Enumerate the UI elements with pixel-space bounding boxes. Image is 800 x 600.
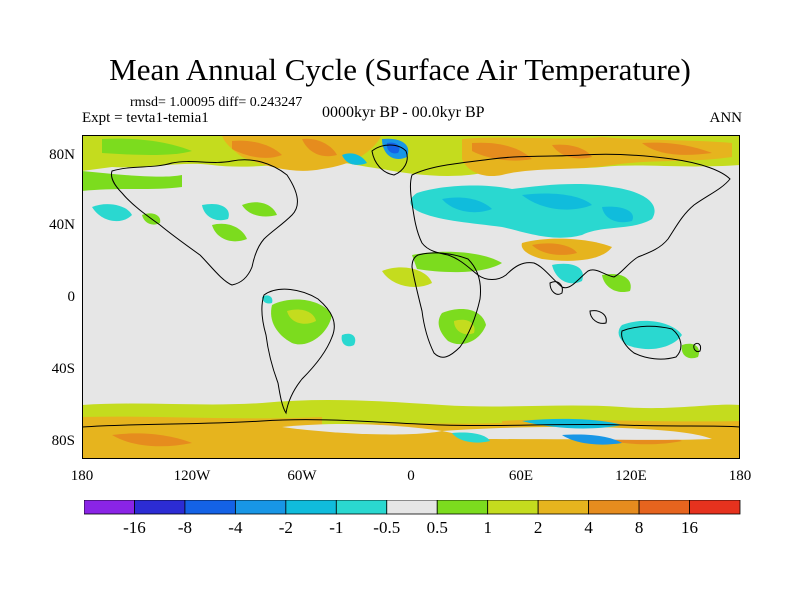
- tropical-patches: [262, 267, 700, 359]
- colorbar-swatch: [386, 500, 438, 515]
- lat-tick-label: 40N: [49, 217, 75, 233]
- colorbar-swatch: [487, 500, 539, 515]
- lon-tick-label: 180: [728, 468, 752, 484]
- colorbar-tick-label: 8: [634, 518, 644, 537]
- colorbar-swatch: [689, 500, 741, 515]
- lon-tick-label: 60E: [508, 468, 534, 484]
- colorbar-swatch: [184, 500, 236, 515]
- lon-tick-label: 120W: [173, 468, 211, 484]
- colorbar-tick-label: -4: [228, 518, 243, 537]
- diff-label: diff=: [218, 95, 247, 110]
- antarctic-warm-band: [82, 399, 740, 459]
- eurasia-cool-pool: [410, 183, 655, 293]
- colorbar-tick-label: -0.5: [373, 518, 401, 537]
- colorbar-tick-label: -2: [278, 518, 293, 537]
- colorbar-tick-label: 16: [681, 518, 699, 537]
- temperature-difference-map: [82, 135, 740, 459]
- rmsd-value: 1.00095: [169, 95, 215, 110]
- statistics-line: rmsd= 1.00095 diff= 0.243247: [130, 95, 302, 111]
- colorbar-swatch: [335, 500, 388, 515]
- lat-tick-label: 40S: [51, 361, 75, 377]
- north-america-patches: [92, 203, 247, 242]
- coastlines: [82, 144, 740, 428]
- map-frame: [82, 135, 740, 459]
- diff-value: 0.243247: [249, 95, 303, 110]
- colorbar-tick-label: 0.5: [426, 518, 448, 537]
- colorbar-swatch: [436, 500, 489, 515]
- colorbar-tick-label: 4: [584, 518, 593, 537]
- colorbar-tick-label: 2: [533, 518, 543, 537]
- colorbar-swatch: [638, 500, 690, 515]
- colorbar-tick-label: 1: [483, 518, 492, 537]
- lon-tick-label: 120E: [615, 468, 647, 484]
- colorbar-swatch: [234, 500, 287, 515]
- lon-tick-label: 60W: [287, 468, 317, 484]
- colorbar-swatch: [588, 500, 640, 515]
- experiment-label: Expt = tevta1-temia1: [82, 110, 209, 126]
- colorbar-tick-label: -16: [123, 518, 146, 537]
- colorbar-swatch: [537, 500, 590, 515]
- period-label: 0000kyr BP - 00.0kyr BP: [322, 104, 485, 121]
- chart-title: Mean Annual Cycle (Surface Air Temperatu…: [109, 52, 691, 87]
- lat-tick-label: 0: [67, 289, 76, 305]
- lon-tick-label: 180: [70, 468, 94, 484]
- colorbar-swatch: [84, 500, 135, 515]
- lat-tick-label: 80N: [49, 147, 75, 163]
- season-label: ANN: [709, 110, 743, 126]
- colorbar: [84, 500, 741, 515]
- colorbar-tick-label: -8: [177, 518, 192, 537]
- colorbar-swatch: [285, 500, 337, 515]
- rmsd-label: rmsd=: [130, 95, 166, 110]
- colorbar-swatch: [134, 500, 186, 515]
- lat-tick-label: 80S: [51, 433, 75, 449]
- lon-tick-label: 0: [407, 468, 415, 484]
- colorbar-tick-label: -1: [329, 518, 344, 537]
